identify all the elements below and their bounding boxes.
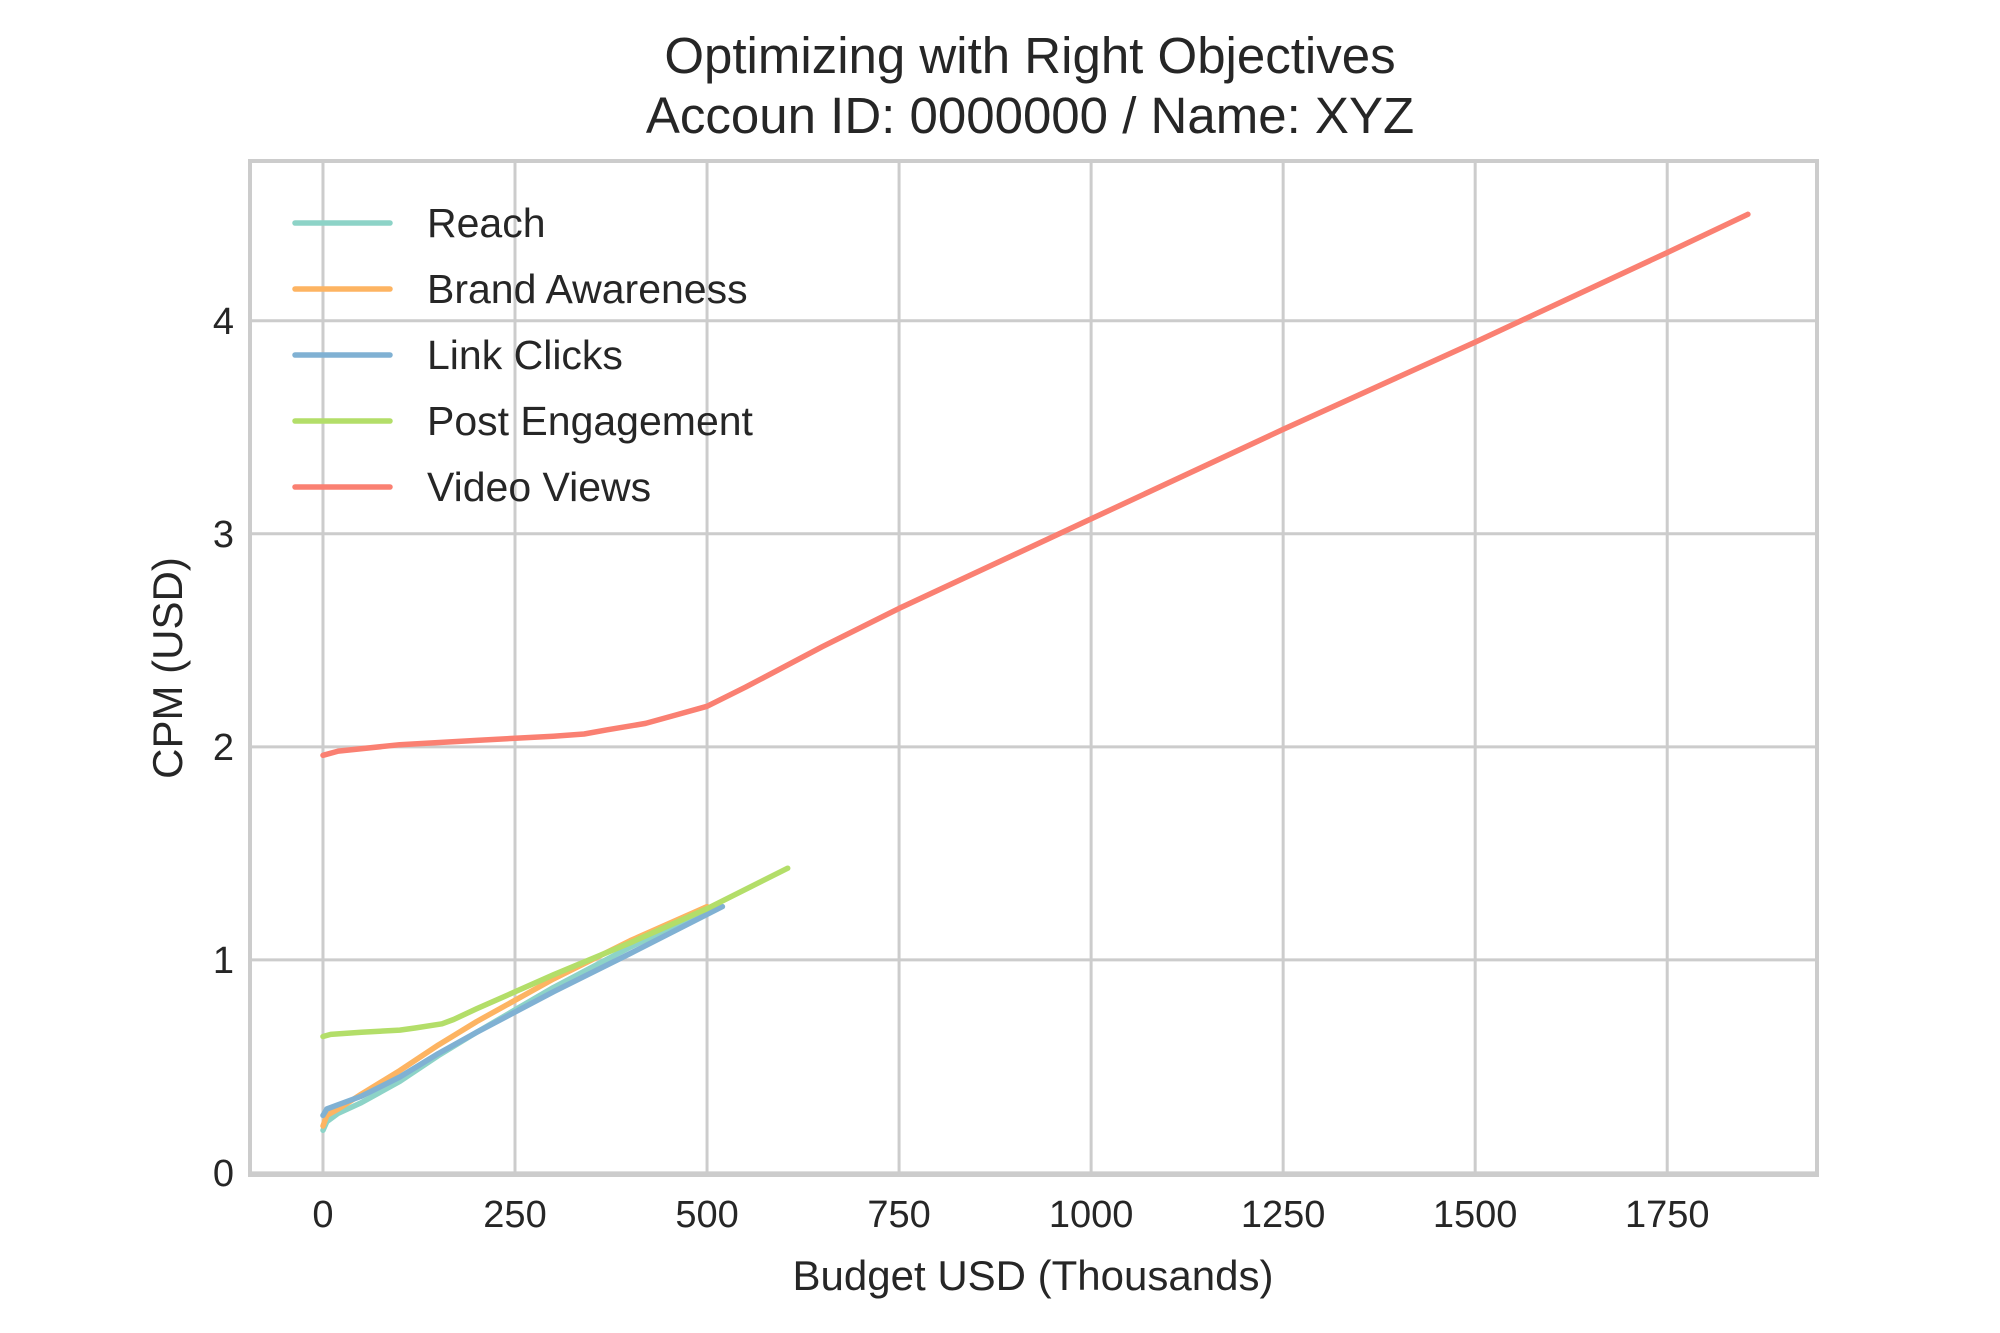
x-tick-label: 1500 <box>1433 1194 1518 1236</box>
x-tick-label: 500 <box>675 1194 738 1236</box>
series-line-link-clicks <box>320 903 726 1119</box>
legend-label: Post Engagement <box>427 398 754 444</box>
plot-frame <box>248 159 1819 1177</box>
legend-label: Reach <box>427 200 546 246</box>
legend-label: Video Views <box>427 464 651 510</box>
legend-label: Brand Awareness <box>427 266 748 312</box>
x-tick-label: 750 <box>867 1194 930 1236</box>
legend: Reach Brand Awareness Link Clicks Post Enga… <box>292 200 754 510</box>
x-tick-label: 1000 <box>1049 1194 1134 1236</box>
plot-series <box>320 211 1751 1134</box>
y-tick-label: 3 <box>213 514 234 556</box>
y-tick-label: 4 <box>213 301 234 343</box>
y-tick-label: 0 <box>213 1153 234 1195</box>
x-axis-label: Budget USD (Thousands) <box>793 1252 1274 1299</box>
series-line-post-engagement <box>320 865 791 1040</box>
chart-title: Optimizing with Right Objectives <box>664 27 1395 84</box>
y-tick-label: 1 <box>213 940 234 982</box>
gridlines <box>250 161 1817 1175</box>
x-tick-label: 0 <box>312 1194 333 1236</box>
x-tick-label: 250 <box>483 1194 546 1236</box>
y-axis-label: CPM (USD) <box>144 557 191 779</box>
x-tick-label: 1750 <box>1625 1194 1710 1236</box>
y-tick-label: 2 <box>213 727 234 769</box>
axis-ticks: 0 250 500 750 1000 1250 1500 1750 0 1 2 3 4 <box>213 301 1710 1236</box>
series-line-video-views <box>320 211 1751 759</box>
x-tick-label: 1250 <box>1241 1194 1326 1236</box>
legend-label: Link Clicks <box>427 332 623 378</box>
chart-subtitle: Accoun ID: 0000000 / Name: XYZ <box>646 87 1414 144</box>
